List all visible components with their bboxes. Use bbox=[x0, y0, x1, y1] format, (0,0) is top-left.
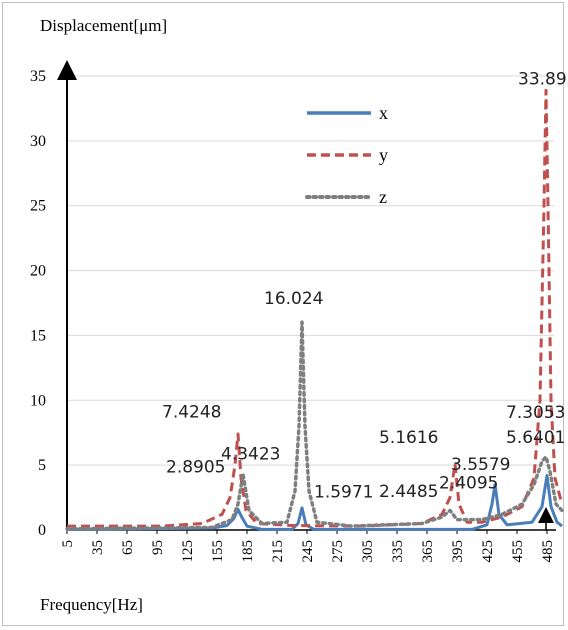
x-axis-label: Frequency[Hz] bbox=[40, 595, 143, 614]
y-tick-label: 25 bbox=[30, 198, 46, 215]
y-tick-label: 10 bbox=[30, 392, 46, 409]
x-tick-label: 155 bbox=[210, 540, 226, 563]
x-tick-label: 95 bbox=[150, 540, 166, 555]
data-label: 5.1616 bbox=[379, 428, 438, 448]
x-tick-label: 455 bbox=[510, 540, 526, 563]
x-tick-label: 425 bbox=[480, 540, 496, 563]
y-tick-label: 5 bbox=[38, 457, 46, 474]
x-tick-label: 395 bbox=[450, 540, 466, 563]
gridlines bbox=[67, 75, 554, 466]
x-tick-label: 485 bbox=[540, 540, 556, 563]
x-tick-label: 245 bbox=[300, 540, 316, 563]
data-label: 16.024 bbox=[264, 289, 323, 309]
data-label: 4.3423 bbox=[221, 445, 280, 465]
legend-label-x: x bbox=[379, 103, 388, 123]
y-tick-label: 30 bbox=[30, 133, 46, 150]
y-tick-label: 35 bbox=[30, 68, 46, 85]
series-line-y bbox=[67, 88, 564, 528]
data-label: 3.5579 bbox=[451, 455, 510, 475]
y-tick-label: 20 bbox=[30, 263, 46, 280]
data-label: 7.3053 bbox=[506, 403, 565, 423]
series-line-z bbox=[65, 320, 564, 531]
data-label: 1.5971 bbox=[314, 482, 373, 502]
series-line-x bbox=[66, 474, 563, 531]
legend-label-y: y bbox=[379, 145, 388, 165]
data-label: 2.8905 bbox=[166, 458, 225, 478]
legend: x y z bbox=[305, 103, 388, 207]
x-tick-label: 305 bbox=[360, 540, 376, 563]
y-tick-label: 15 bbox=[30, 327, 46, 344]
x-tick-label: 215 bbox=[270, 540, 286, 563]
legend-label-z: z bbox=[379, 187, 387, 207]
x-tick-label: 335 bbox=[390, 540, 406, 563]
x-tick-label: 275 bbox=[330, 540, 346, 563]
x-tick-label: 5 bbox=[60, 540, 76, 548]
data-label: 5.6401 bbox=[506, 428, 565, 448]
y-tick-label: 0 bbox=[38, 522, 46, 539]
data-label: 2.4485 bbox=[379, 482, 438, 502]
x-tick-label: 65 bbox=[120, 540, 136, 555]
x-tick-label: 365 bbox=[420, 540, 436, 563]
x-tick-label: 35 bbox=[90, 540, 106, 555]
data-label: 7.4248 bbox=[162, 403, 221, 423]
data-label: 33.892 bbox=[518, 69, 568, 89]
data-label: 2.4095 bbox=[439, 474, 498, 494]
x-tick-label: 185 bbox=[240, 540, 256, 563]
series-lines bbox=[65, 88, 564, 531]
x-tick-label: 125 bbox=[180, 540, 196, 563]
y-axis-label: Displacement[μm] bbox=[40, 16, 168, 35]
